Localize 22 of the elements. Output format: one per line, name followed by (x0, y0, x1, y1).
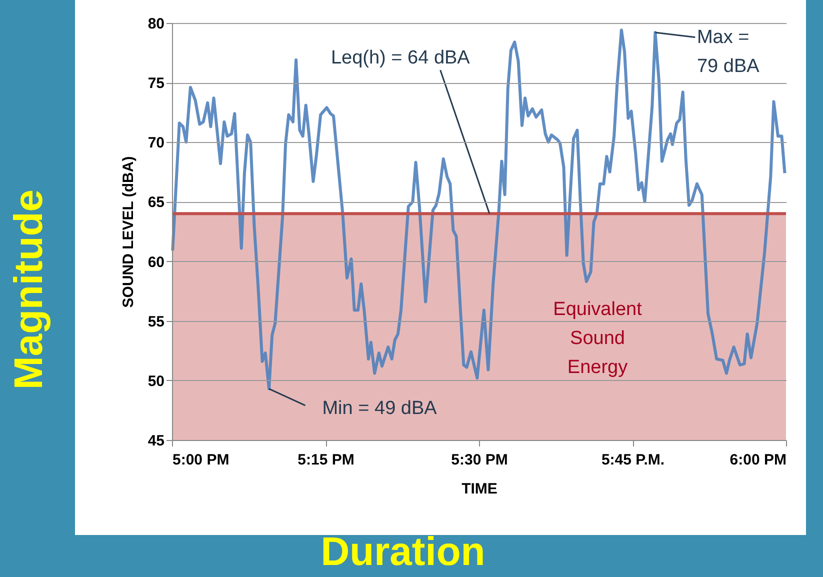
y-tick-label: 60 (148, 254, 164, 271)
annotation: Max = 79 dBA (696, 26, 760, 77)
y-tick-label: 45 (148, 432, 164, 450)
y-tick-label: 50 (148, 372, 164, 390)
x-axis-title: TIME (462, 480, 498, 498)
text: Magnitude (7, 190, 51, 390)
x-tick-label: 5:45 P.M. (601, 452, 665, 468)
line-series (171, 28, 786, 390)
y-tick-label: 65 (148, 194, 164, 212)
y-tick-label: 70 (148, 134, 164, 152)
annotation: Leq(h) = 64 dBA (330, 48, 470, 69)
x-tick-label: 5:15 PM (298, 452, 354, 468)
x-tick-label: 5:00 PM (172, 452, 230, 468)
y-tick-label: 80 (148, 16, 164, 32)
y-tick-label: 55 (148, 313, 164, 330)
band-label: Equivalent Sound Energy (553, 298, 643, 378)
x-tick-label: 5:30 PM (451, 452, 508, 468)
y-tick-label: 75 (148, 75, 164, 92)
text: Duration (320, 530, 486, 574)
x-tick-label: 6:00 PM (730, 452, 786, 468)
y-axis-title: SOUND LEVEL (dBA) (120, 156, 137, 308)
annotation: Min = 49 dBA (322, 398, 438, 419)
